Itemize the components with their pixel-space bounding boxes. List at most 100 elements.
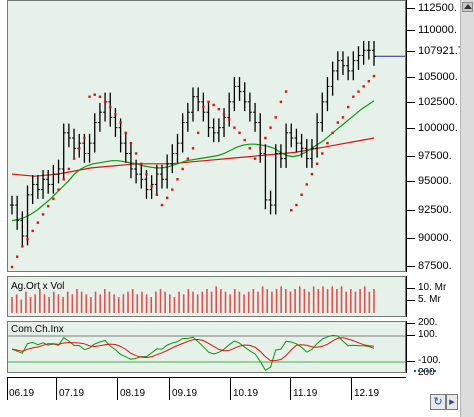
x-tick bbox=[230, 377, 231, 400]
x-label: 06.19 bbox=[9, 388, 35, 399]
sar-dot bbox=[31, 229, 34, 233]
momentum-label: 200. bbox=[418, 317, 438, 328]
x-tick bbox=[117, 377, 118, 400]
sar-dot bbox=[233, 126, 236, 129]
momentum-label: 100. bbox=[418, 329, 438, 340]
sar-dot bbox=[331, 131, 334, 135]
x-label: 12.19 bbox=[354, 388, 380, 399]
price-label: 110000. bbox=[418, 24, 457, 36]
volume-pane[interactable]: Ag.Ort x Vol bbox=[7, 276, 406, 317]
price-tick bbox=[406, 102, 415, 103]
price-chart bbox=[10, 40, 405, 269]
sar-dot bbox=[290, 209, 293, 212]
sar-dot bbox=[279, 100, 283, 104]
sar-dot bbox=[212, 103, 215, 107]
sar-dot bbox=[264, 136, 267, 140]
momentum-pane[interactable]: Com.Ch.Inx bbox=[7, 321, 406, 373]
price-tick bbox=[406, 128, 415, 129]
sar-dot bbox=[191, 147, 195, 150]
momentum-axis-line bbox=[406, 321, 407, 373]
refresh-button[interactable]: ↻ bbox=[430, 394, 446, 410]
sar-dot bbox=[202, 105, 205, 109]
sar-dot bbox=[336, 121, 339, 124]
price-tick bbox=[406, 8, 415, 9]
sar-dot bbox=[176, 178, 179, 181]
momentum-axis: 200. 100. -100. 200 bbox=[406, 317, 460, 378]
sar-dot bbox=[15, 255, 19, 258]
sar-dot bbox=[367, 80, 371, 83]
momentum-tick bbox=[406, 335, 415, 336]
sar-dot bbox=[26, 237, 29, 241]
momentum-tick bbox=[406, 323, 415, 324]
sar-dot bbox=[274, 116, 277, 119]
sar-dot bbox=[238, 131, 241, 135]
sar-dot bbox=[160, 203, 164, 207]
x-tick bbox=[169, 377, 170, 400]
sar-dot bbox=[372, 74, 376, 78]
volume-label: 5. Mr bbox=[418, 294, 441, 305]
x-label: 09.19 bbox=[172, 388, 198, 399]
sar-dot bbox=[362, 85, 365, 88]
momentum-label: 200 bbox=[418, 367, 435, 378]
x-axis-line bbox=[7, 377, 406, 378]
vertical-scrollbar[interactable] bbox=[460, 0, 474, 417]
sar-dot bbox=[259, 147, 262, 150]
sar-dot bbox=[109, 105, 112, 109]
sar-dot bbox=[119, 121, 122, 124]
sar-dot bbox=[284, 90, 288, 93]
momentum-label: -100. bbox=[418, 355, 441, 366]
sar-dot bbox=[150, 185, 153, 188]
sar-dot bbox=[295, 203, 298, 207]
sar-dot bbox=[248, 147, 252, 150]
sar-dot bbox=[315, 162, 319, 165]
volume-label: 10. Mr bbox=[418, 282, 447, 293]
volume-tick bbox=[406, 300, 415, 301]
sar-dot bbox=[145, 172, 148, 176]
price-tick bbox=[406, 238, 415, 239]
sar-dot bbox=[41, 213, 45, 216]
sar-dot bbox=[346, 105, 350, 109]
price-label: 105000. bbox=[418, 71, 458, 83]
moving-average-long-line bbox=[11, 137, 375, 177]
sar-dot bbox=[222, 113, 226, 116]
refresh-icon: ↻ bbox=[433, 396, 443, 408]
sar-dot bbox=[72, 157, 76, 160]
sar-dot bbox=[171, 188, 174, 191]
x-label: 07.19 bbox=[59, 388, 85, 399]
sar-dot bbox=[165, 196, 169, 200]
price-label: 100000. bbox=[418, 122, 458, 134]
sar-dot bbox=[134, 152, 138, 155]
sar-dot bbox=[357, 90, 360, 93]
sar-dot bbox=[57, 188, 60, 191]
sar-dot bbox=[78, 147, 81, 150]
sar-dot bbox=[217, 107, 221, 111]
scroll-right-button[interactable]: ▸ bbox=[446, 394, 458, 410]
arrow-up-icon bbox=[464, 4, 472, 9]
sar-dot bbox=[321, 152, 324, 155]
sar-dot bbox=[186, 157, 190, 160]
price-pane[interactable] bbox=[7, 0, 406, 272]
x-tick bbox=[7, 377, 8, 400]
sar-dot bbox=[181, 167, 184, 171]
sar-dot bbox=[129, 141, 133, 145]
x-label: 11.19 bbox=[293, 388, 318, 399]
horizontal-scroll-stub[interactable] bbox=[414, 370, 436, 376]
sar-dot bbox=[93, 93, 96, 96]
price-tick bbox=[406, 156, 415, 157]
price-axis: 112500. 110000. 107921.7 105000. 102500.… bbox=[406, 0, 464, 272]
momentum-pane-title: Com.Ch.Inx bbox=[11, 324, 64, 335]
price-label: 90000. bbox=[418, 232, 452, 244]
volume-pane-title: Ag.Ort x Vol bbox=[11, 281, 65, 292]
sar-dot bbox=[98, 95, 102, 98]
chevron-right-icon: ▸ bbox=[449, 396, 455, 408]
sar-dot bbox=[88, 95, 91, 98]
momentum-tick bbox=[406, 361, 415, 362]
price-label: 102500. bbox=[418, 96, 458, 108]
sar-dot bbox=[253, 157, 257, 160]
x-label: 08.19 bbox=[120, 388, 146, 399]
last-price-label: 107921.7 bbox=[418, 45, 464, 57]
sar-dot bbox=[124, 131, 127, 135]
price-tick bbox=[406, 266, 415, 267]
sar-dot bbox=[83, 136, 86, 140]
